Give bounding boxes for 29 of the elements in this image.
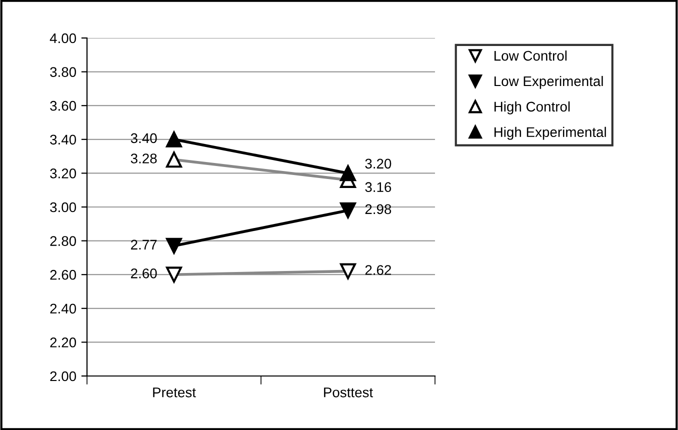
x-tick-label: Pretest [153, 388, 196, 398]
point [340, 165, 356, 182]
data-label: 2.77 [131, 240, 157, 250]
y-tick-label: 2.00 [50, 371, 76, 382]
data-label: 3.28 [130, 154, 157, 164]
data-label: 3.16 [365, 182, 392, 192]
y-tick-label: 2.60 [50, 270, 76, 280]
legend-label: Low Control [494, 50, 567, 61]
legend-label: High Control [494, 101, 570, 114]
y-tick-label: 2.40 [50, 304, 76, 314]
y-tick-label: 2.20 [50, 338, 76, 348]
x-tick-label: Posttest [324, 388, 373, 398]
point [340, 202, 356, 218]
y-tick-label: 3.80 [50, 67, 76, 77]
legend-label: Low Experimental [494, 76, 603, 89]
point [166, 131, 182, 148]
y-tick-label: 3.60 [50, 100, 76, 111]
data-label: 3.20 [365, 158, 392, 169]
y-tick-label: 3.40 [50, 134, 76, 145]
y-tick-label: 2.80 [50, 236, 76, 246]
y-tick-label: 4.00 [50, 33, 76, 44]
data-label: 2.60 [131, 268, 157, 278]
data-label: 2.98 [365, 204, 392, 214]
y-tick-label: 3.00 [50, 202, 76, 212]
y-tick-label: 3.20 [50, 168, 76, 178]
data-label: 2.62 [365, 265, 391, 275]
point [166, 238, 182, 254]
legend-label: High Experimental [494, 126, 606, 140]
data-label: 3.40 [130, 133, 157, 144]
